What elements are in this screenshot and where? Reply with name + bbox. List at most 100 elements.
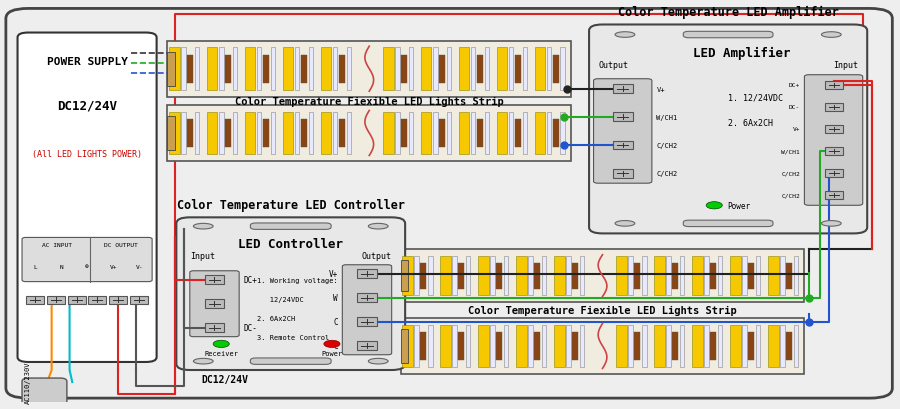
FancyBboxPatch shape (6, 9, 892, 398)
Bar (245, 48, 256, 91)
Bar (414, 256, 418, 296)
Text: www.superlightingled.com: www.superlightingled.com (241, 220, 659, 248)
FancyBboxPatch shape (342, 265, 392, 355)
Text: 1. Working voltage:: 1. Working voltage: (257, 277, 338, 283)
FancyBboxPatch shape (590, 25, 868, 234)
Text: C/CH2: C/CH2 (781, 171, 800, 176)
Bar (402, 325, 413, 367)
Bar (756, 325, 760, 367)
Text: 2. 6Ax2CH: 2. 6Ax2CH (257, 315, 295, 321)
Text: W/CH1: W/CH1 (781, 149, 800, 154)
Bar (628, 325, 633, 367)
Bar (68, 296, 86, 304)
Bar (453, 256, 457, 296)
Bar (301, 56, 307, 83)
Bar (654, 325, 665, 367)
Bar (710, 263, 716, 289)
Bar (233, 48, 238, 91)
Bar (535, 48, 545, 91)
Text: C/CH2: C/CH2 (656, 143, 678, 148)
FancyBboxPatch shape (683, 32, 773, 39)
Text: C/CH2: C/CH2 (656, 171, 678, 177)
Bar (508, 48, 513, 91)
Bar (572, 332, 579, 360)
Bar (402, 256, 413, 296)
Text: N: N (59, 264, 63, 269)
Text: Color Temperature LED Controller: Color Temperature LED Controller (176, 199, 405, 212)
Text: V-: V- (135, 264, 143, 269)
Bar (666, 256, 670, 296)
Bar (794, 325, 798, 367)
Bar (225, 119, 231, 148)
Bar (497, 112, 508, 155)
Bar (283, 48, 293, 91)
Bar (824, 192, 842, 200)
Bar (680, 256, 685, 296)
Bar (628, 256, 633, 296)
Bar (768, 325, 778, 367)
Bar (346, 48, 351, 91)
FancyBboxPatch shape (22, 238, 152, 282)
Bar (458, 263, 464, 289)
Bar (824, 103, 842, 112)
Bar (780, 325, 785, 367)
Bar (401, 119, 407, 148)
Text: ⊕: ⊕ (86, 264, 89, 269)
Ellipse shape (368, 358, 388, 364)
Text: POWER SUPPLY: POWER SUPPLY (47, 56, 128, 67)
Ellipse shape (822, 33, 842, 38)
Bar (181, 112, 185, 155)
Ellipse shape (615, 33, 634, 38)
Bar (382, 48, 393, 91)
Bar (225, 56, 231, 83)
Bar (409, 112, 413, 155)
Bar (742, 256, 747, 296)
Bar (561, 112, 565, 155)
Bar (710, 332, 716, 360)
Bar (204, 276, 224, 284)
Bar (263, 119, 269, 148)
Bar (207, 48, 218, 91)
Bar (748, 263, 754, 289)
Text: Output: Output (362, 251, 392, 260)
Bar (580, 325, 584, 367)
Bar (400, 329, 408, 363)
Bar (400, 260, 408, 292)
Bar (420, 332, 427, 360)
Bar (169, 112, 179, 155)
Circle shape (213, 340, 230, 348)
Bar (535, 332, 540, 360)
Bar (283, 112, 293, 155)
Bar (420, 263, 427, 289)
Bar (554, 325, 564, 367)
Text: Color Temperature Fiexible LED Lights Strip: Color Temperature Fiexible LED Lights St… (235, 97, 504, 107)
Bar (439, 56, 446, 83)
Bar (613, 85, 633, 94)
Bar (566, 256, 571, 296)
Bar (357, 294, 377, 302)
Bar (439, 119, 446, 148)
Bar (692, 256, 703, 296)
Bar (515, 56, 521, 83)
Text: www.superlightingled.com: www.superlightingled.com (241, 140, 659, 168)
Ellipse shape (368, 224, 388, 229)
Bar (395, 112, 400, 155)
Text: (All LED LIGHTS POWER): (All LED LIGHTS POWER) (32, 149, 142, 158)
Bar (263, 56, 269, 83)
Bar (780, 256, 785, 296)
Text: V+: V+ (656, 87, 665, 92)
Bar (409, 48, 413, 91)
Bar (309, 112, 313, 155)
Bar (187, 119, 194, 148)
Bar (194, 48, 199, 91)
Bar (523, 112, 527, 155)
Bar (787, 332, 792, 360)
Text: V+: V+ (109, 264, 117, 269)
Bar (768, 256, 778, 296)
Bar (471, 112, 475, 155)
Bar (421, 112, 431, 155)
Text: Output: Output (598, 61, 628, 70)
Bar (516, 256, 526, 296)
Bar (484, 48, 489, 91)
Bar (580, 256, 584, 296)
